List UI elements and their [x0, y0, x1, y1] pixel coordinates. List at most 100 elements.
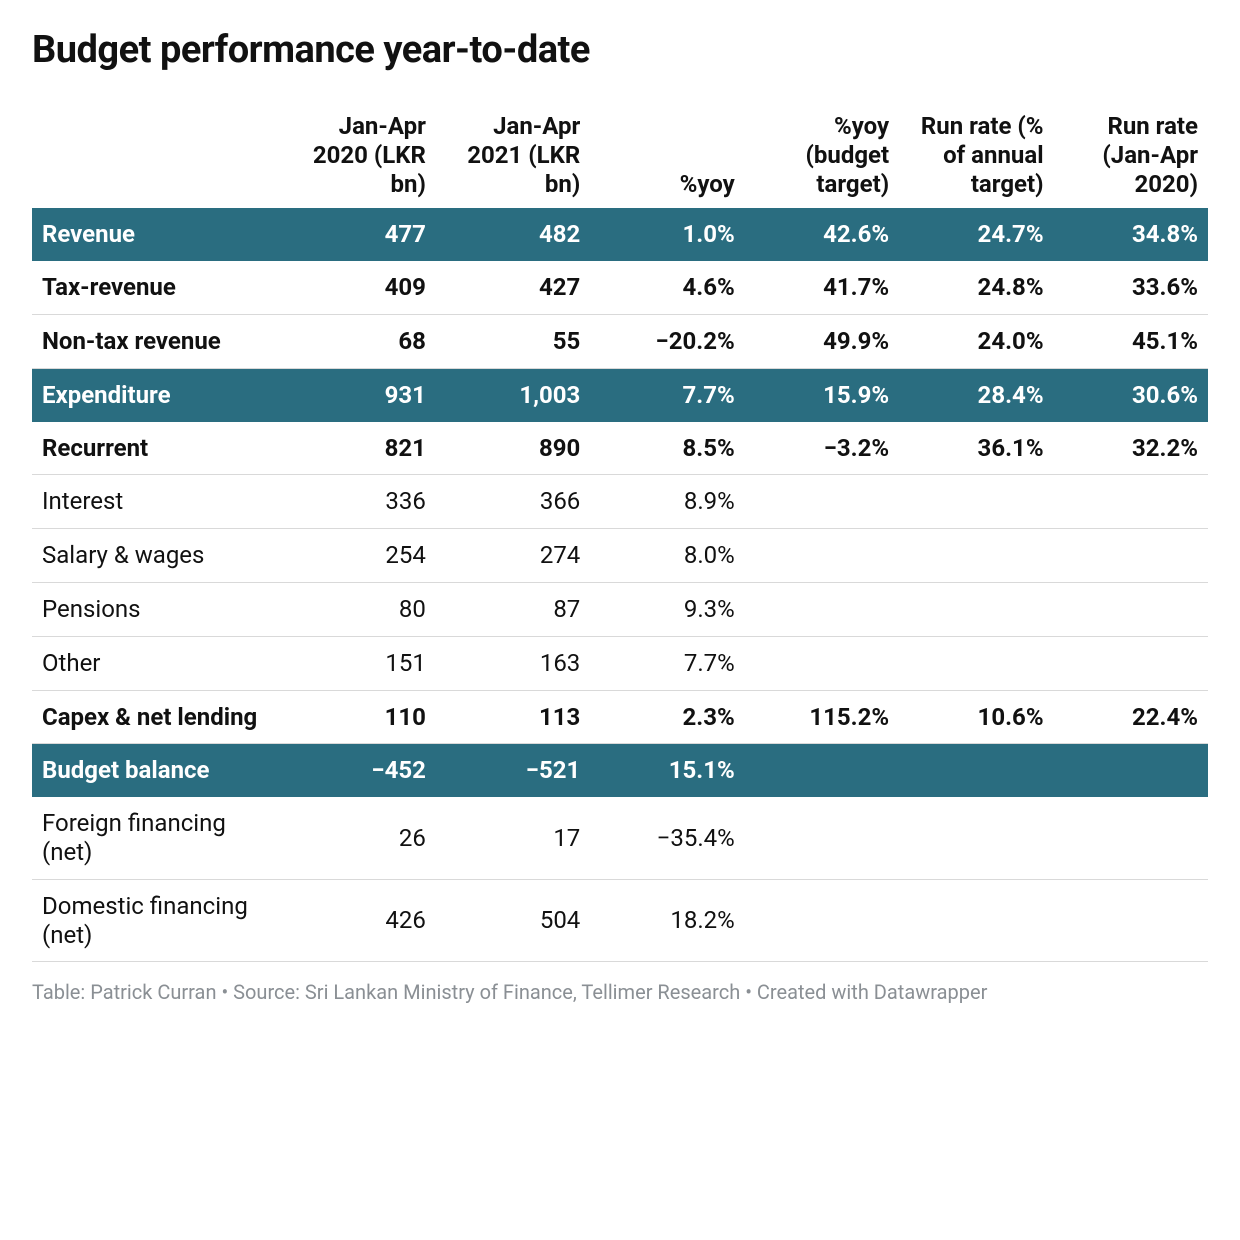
data-cell: 32.2% — [1054, 422, 1208, 475]
data-cell: 8.0% — [590, 529, 744, 583]
page-title: Budget performance year-to-date — [32, 28, 1208, 72]
data-cell: 24.7% — [899, 208, 1053, 261]
data-cell: 24.8% — [899, 261, 1053, 314]
data-cell: 34.8% — [1054, 208, 1208, 261]
data-cell: 477 — [281, 208, 435, 261]
data-cell: 80 — [281, 582, 435, 636]
data-cell — [745, 879, 899, 962]
data-cell: −35.4% — [590, 797, 744, 879]
data-cell: 7.7% — [590, 368, 744, 421]
data-cell: 9.3% — [590, 582, 744, 636]
data-cell: 482 — [436, 208, 590, 261]
data-cell: 28.4% — [899, 368, 1053, 421]
data-cell — [1054, 744, 1208, 797]
data-cell: 113 — [436, 690, 590, 744]
data-cell: 1,003 — [436, 368, 590, 421]
col-header: %yoy (budget target) — [745, 100, 899, 208]
data-cell: 1.0% — [590, 208, 744, 261]
data-cell — [745, 582, 899, 636]
data-cell: −521 — [436, 744, 590, 797]
data-cell: 110 — [281, 690, 435, 744]
row-label-cell: Pensions — [32, 582, 281, 636]
data-cell: 427 — [436, 261, 590, 314]
data-cell: 504 — [436, 879, 590, 962]
table-row: Foreign financing (net)2617−35.4% — [32, 797, 1208, 879]
data-cell — [899, 879, 1053, 962]
row-label-cell: Revenue — [32, 208, 281, 261]
data-cell — [899, 797, 1053, 879]
data-cell: 30.6% — [1054, 368, 1208, 421]
data-cell — [1054, 582, 1208, 636]
row-label-cell: Expenditure — [32, 368, 281, 421]
data-cell — [745, 797, 899, 879]
data-cell — [899, 475, 1053, 529]
data-cell: 151 — [281, 636, 435, 690]
data-cell — [1054, 475, 1208, 529]
data-cell: 821 — [281, 422, 435, 475]
table-row: Recurrent8218908.5%−3.2%36.1%32.2% — [32, 422, 1208, 475]
table-row: Revenue4774821.0%42.6%24.7%34.8% — [32, 208, 1208, 261]
data-cell — [1054, 879, 1208, 962]
row-label-cell: Budget balance — [32, 744, 281, 797]
data-cell — [1054, 797, 1208, 879]
data-cell: 254 — [281, 529, 435, 583]
row-label-cell: Salary & wages — [32, 529, 281, 583]
data-cell: 2.3% — [590, 690, 744, 744]
table-footer-credit: Table: Patrick Curran • Source: Sri Lank… — [32, 980, 1208, 1004]
data-cell: 15.1% — [590, 744, 744, 797]
data-cell — [745, 529, 899, 583]
page-container: Budget performance year-to-date Jan-Apr … — [0, 0, 1240, 1024]
row-label-cell: Non-tax revenue — [32, 314, 281, 368]
data-cell: 18.2% — [590, 879, 744, 962]
table-row: Tax-revenue4094274.6%41.7%24.8%33.6% — [32, 261, 1208, 314]
data-cell — [1054, 529, 1208, 583]
data-cell: 26 — [281, 797, 435, 879]
data-cell: 163 — [436, 636, 590, 690]
data-cell — [899, 636, 1053, 690]
data-cell: 426 — [281, 879, 435, 962]
data-cell: 115.2% — [745, 690, 899, 744]
table-row: Interest3363668.9% — [32, 475, 1208, 529]
data-cell: −20.2% — [590, 314, 744, 368]
row-label-cell: Other — [32, 636, 281, 690]
budget-table: Jan-Apr 2020 (LKR bn) Jan-Apr 2021 (LKR … — [32, 100, 1208, 962]
data-cell: 55 — [436, 314, 590, 368]
data-cell — [745, 636, 899, 690]
table-row: Non-tax revenue6855−20.2%49.9%24.0%45.1% — [32, 314, 1208, 368]
data-cell: 68 — [281, 314, 435, 368]
table-row: Pensions80879.3% — [32, 582, 1208, 636]
data-cell: 15.9% — [745, 368, 899, 421]
data-cell — [745, 744, 899, 797]
row-label-cell: Tax-revenue — [32, 261, 281, 314]
data-cell: 409 — [281, 261, 435, 314]
data-cell: 336 — [281, 475, 435, 529]
row-label-cell: Foreign financing (net) — [32, 797, 281, 879]
data-cell: 87 — [436, 582, 590, 636]
data-cell: 49.9% — [745, 314, 899, 368]
data-cell — [899, 744, 1053, 797]
data-cell: 7.7% — [590, 636, 744, 690]
data-cell: 33.6% — [1054, 261, 1208, 314]
data-cell — [899, 582, 1053, 636]
data-cell: 41.7% — [745, 261, 899, 314]
table-row: Budget balance−452−52115.1% — [32, 744, 1208, 797]
table-row: Expenditure9311,0037.7%15.9%28.4%30.6% — [32, 368, 1208, 421]
data-cell: 10.6% — [899, 690, 1053, 744]
col-header: %yoy — [590, 100, 744, 208]
table-row: Other1511637.7% — [32, 636, 1208, 690]
table-row: Domestic financing (net)42650418.2% — [32, 879, 1208, 962]
data-cell: 274 — [436, 529, 590, 583]
data-cell: 24.0% — [899, 314, 1053, 368]
data-cell — [1054, 636, 1208, 690]
data-cell: 890 — [436, 422, 590, 475]
col-header: Jan-Apr 2021 (LKR bn) — [436, 100, 590, 208]
data-cell: −3.2% — [745, 422, 899, 475]
table-row: Salary & wages2542748.0% — [32, 529, 1208, 583]
col-header: Run rate (Jan-Apr 2020) — [1054, 100, 1208, 208]
data-cell: −452 — [281, 744, 435, 797]
table-header: Jan-Apr 2020 (LKR bn) Jan-Apr 2021 (LKR … — [32, 100, 1208, 208]
data-cell: 36.1% — [899, 422, 1053, 475]
data-cell: 4.6% — [590, 261, 744, 314]
data-cell: 42.6% — [745, 208, 899, 261]
data-cell — [745, 475, 899, 529]
